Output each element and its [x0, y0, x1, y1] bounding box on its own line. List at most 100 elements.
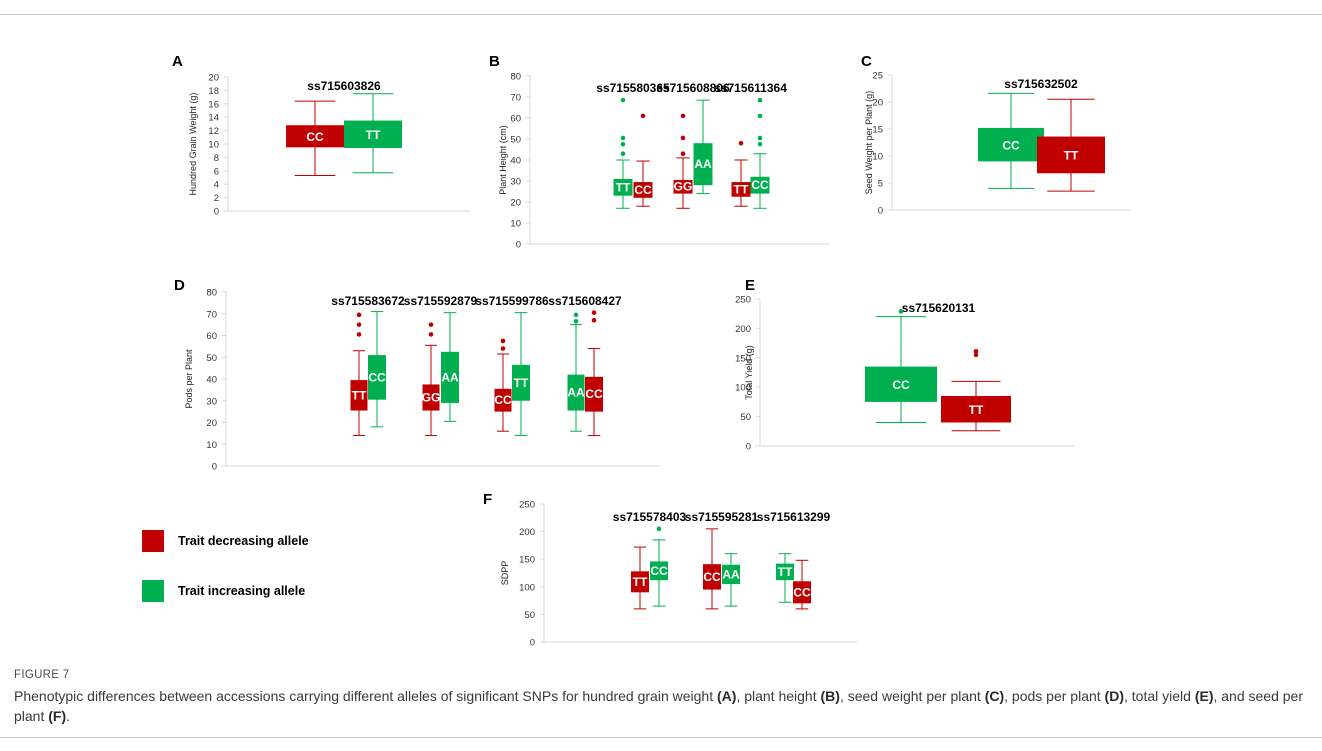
outlier-point	[757, 113, 763, 119]
outlier-point	[428, 322, 434, 327]
caption-panel-ref-c: (C)	[984, 688, 1005, 704]
panel-letter-b: B	[489, 53, 500, 70]
allele-label: TT	[633, 575, 648, 589]
outlier-point	[640, 113, 646, 119]
allele-label: CC	[650, 564, 668, 578]
bottom-rule	[0, 737, 1322, 738]
outlier-point	[620, 141, 626, 147]
legend-label-increasing: Trait increasing allele	[178, 584, 306, 598]
allele-label: CC	[892, 378, 910, 392]
box-increasing	[776, 563, 794, 581]
outlier-point	[356, 312, 362, 318]
y-tick-label: 50	[206, 353, 217, 364]
outlier-point	[500, 346, 506, 351]
y-tick-label: 15	[872, 125, 883, 136]
y-tick-label: 10	[872, 152, 883, 163]
outlier-point	[757, 135, 763, 141]
panel-a: A 0 2 4 6 8 10 12 14 16 18 20 Hundred Grain Weight (…	[172, 53, 470, 218]
allele-label: CC	[793, 585, 811, 599]
outlier-point	[680, 151, 686, 156]
allele-label: TT	[969, 403, 984, 417]
outlier-point	[680, 113, 686, 119]
caption-panel-ref-d: (D)	[1104, 688, 1124, 704]
y-tick-label: 10	[206, 440, 217, 451]
box-decreasing	[793, 581, 811, 604]
allele-label: TT	[366, 128, 381, 142]
box-decreasing	[350, 380, 368, 411]
snp-label: ss715592879	[404, 294, 478, 308]
y-tick-label: 8	[214, 153, 219, 164]
box-decreasing	[633, 182, 653, 198]
outlier-point	[973, 349, 979, 354]
snp-label: ss715608806	[656, 81, 730, 95]
box-decreasing	[673, 179, 693, 194]
box-increasing	[344, 120, 402, 149]
box-decreasing	[1037, 136, 1105, 174]
outlier-point	[898, 309, 904, 314]
legend-swatch-increasing	[142, 580, 164, 602]
allele-label: CC	[751, 178, 769, 192]
box-decreasing	[494, 388, 512, 412]
panel-c: C 0 5 10 15 20 25 Seed Weight per Plant (g) ss71…	[861, 53, 1130, 217]
y-tick-label: 4	[214, 180, 219, 191]
allele-label: TT	[734, 182, 749, 196]
y-tick-label: 250	[735, 295, 751, 306]
snp-label: ss715578403	[613, 510, 687, 524]
panel-letter-a: A	[172, 53, 183, 70]
box-increasing	[750, 176, 770, 194]
top-rule	[0, 14, 1322, 15]
y-tick-label: 0	[878, 206, 883, 217]
allele-label: GG	[674, 180, 693, 194]
box-decreasing	[703, 564, 721, 590]
caption-panel-ref-e: (E)	[1194, 688, 1214, 704]
box-increasing	[693, 143, 713, 186]
snp-label: ss715595281	[685, 510, 759, 524]
y-tick-label: 0	[516, 240, 521, 251]
snp-label: ss715603826	[307, 79, 381, 93]
caption-panel-ref-f: (F)	[48, 708, 67, 724]
y-tick-label: 6	[214, 166, 219, 177]
outlier-point	[757, 97, 763, 103]
y-tick-label: 70	[510, 93, 521, 104]
outlier-point	[656, 526, 662, 532]
box-increasing	[512, 364, 530, 401]
snp-label: ss715608427	[548, 294, 622, 308]
legend-label-decreasing: Trait decreasing allele	[178, 534, 309, 548]
box-increasing	[978, 127, 1044, 162]
y-tick-label: 25	[872, 71, 883, 82]
caption-part: , plant height	[736, 688, 821, 704]
box-increasing	[368, 355, 386, 400]
y-tick-label: 20	[510, 198, 521, 209]
y-tick-label: 100	[735, 383, 751, 394]
outlier-point	[356, 322, 362, 327]
y-tick-label: 60	[206, 331, 217, 342]
outlier-point	[356, 332, 362, 337]
panel-letter-e: E	[745, 277, 755, 294]
snp-label: ss715613299	[757, 510, 831, 524]
y-tick-label: 10	[510, 219, 521, 230]
panel-e: E 0 50 100 150 200 250 Total Yield (g) ss7156201…	[735, 277, 1075, 453]
y-tick-label: 30	[510, 177, 521, 188]
panel-d: D 0 10 20 30 40 50 60 70 80 Pods per Plant ss715583…	[174, 277, 660, 473]
outlier-point	[757, 141, 763, 147]
y-tick-label: 14	[208, 113, 219, 124]
box-decreasing	[422, 384, 440, 411]
allele-label: CC	[494, 393, 512, 407]
panel-letter-c: C	[861, 53, 872, 70]
outlier-point	[620, 135, 626, 141]
panel-letter-f: F	[483, 491, 492, 508]
allele-label: CC	[634, 183, 652, 197]
panel-b: B 0 10 20 30 40 50 60 70 80 Plant Height (cm) ss715…	[489, 53, 830, 251]
outlier-point	[620, 97, 626, 103]
y-tick-label: 18	[208, 86, 219, 97]
allele-label: AA	[694, 157, 712, 171]
outlier-point	[591, 317, 597, 323]
y-tick-label: 50	[740, 412, 751, 423]
y-tick-label: 20	[872, 98, 883, 109]
outlier-point	[428, 332, 434, 337]
y-tick-label: 150	[735, 353, 751, 364]
box-increasing	[650, 561, 668, 581]
allele-label: CC	[585, 387, 603, 401]
allele-label: TT	[778, 565, 793, 579]
allele-label: TT	[1064, 149, 1079, 163]
